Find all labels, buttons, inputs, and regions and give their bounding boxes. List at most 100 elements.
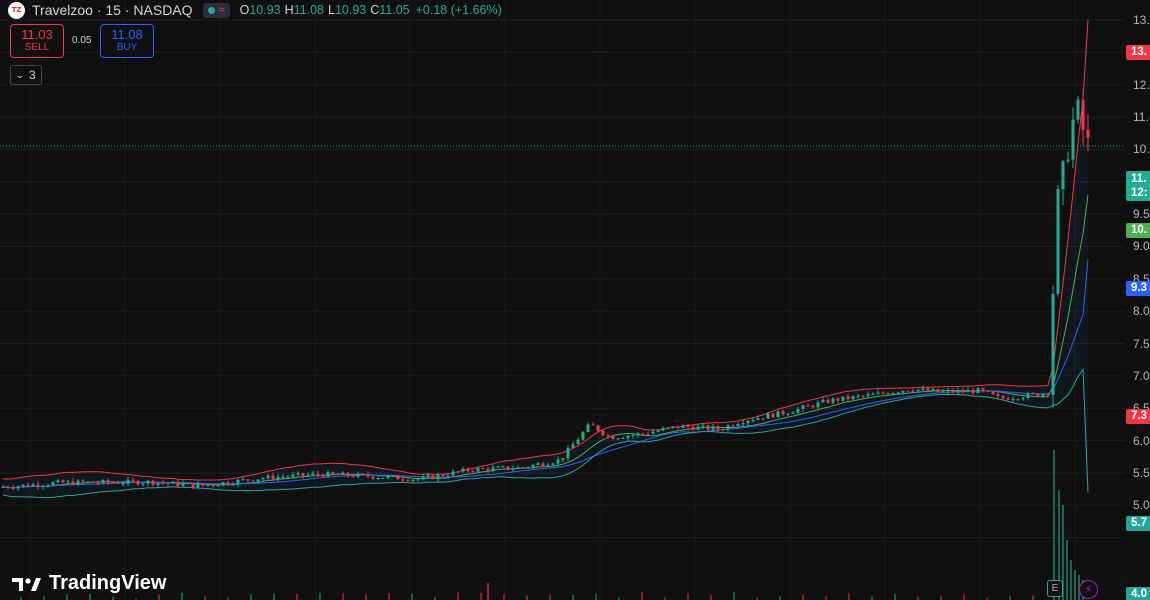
candle-body: [886, 393, 890, 395]
volume-bar: [457, 592, 459, 600]
volume-bar: [480, 593, 482, 600]
volume-bar: [572, 595, 574, 600]
candles: [1, 91, 1090, 491]
candle-body: [946, 390, 950, 392]
candle-body: [101, 479, 105, 483]
candle-body: [1071, 119, 1075, 160]
buy-button[interactable]: 11.08 BUY: [100, 24, 154, 58]
candle-body: [586, 424, 590, 433]
flash-event-icon[interactable]: ⚡: [1079, 580, 1098, 599]
candle-body: [81, 480, 85, 482]
candle-body: [861, 395, 865, 397]
low-value: 10.93: [334, 3, 367, 17]
volume-bar: [1058, 490, 1060, 600]
candle-body: [236, 479, 240, 485]
candle-body: [151, 480, 155, 485]
candle-body: [646, 433, 650, 435]
candle-body: [691, 426, 695, 430]
candle-body: [971, 390, 975, 394]
candle-body: [221, 482, 225, 486]
candle-body: [731, 425, 735, 427]
candle-body: [566, 447, 570, 459]
candle-body: [571, 444, 575, 448]
volume-bar: [664, 597, 666, 600]
tradingview-watermark[interactable]: TradingView: [12, 572, 166, 595]
candle-body: [726, 425, 730, 430]
candle-body: [576, 439, 580, 445]
indicators-count: 3: [28, 68, 36, 82]
upper-band-tag: 13.: [1126, 45, 1150, 60]
candle-body: [416, 479, 420, 481]
candle-body: [901, 390, 905, 393]
candle-body: [701, 425, 705, 427]
candle-body: [141, 483, 145, 485]
candle-body: [996, 394, 1000, 396]
candle-body: [106, 479, 110, 483]
volume-bar: [66, 594, 68, 600]
candle-body: [316, 473, 320, 475]
sell-button[interactable]: 11.03 SELL: [10, 24, 64, 58]
bottom-tag: 4.0: [1126, 587, 1150, 600]
volume-bar: [181, 592, 183, 600]
candle-body: [401, 479, 405, 481]
basis-line: [2, 194, 1089, 489]
volume-bar: [1066, 540, 1068, 600]
sell-label: SELL: [24, 42, 50, 53]
candle-body: [1006, 398, 1010, 400]
market-status-pill[interactable]: ≈: [202, 2, 230, 18]
candle-body: [26, 484, 30, 487]
high-value: 11.08: [293, 3, 324, 17]
candle-body: [696, 426, 700, 430]
price-axis-label: 7.0: [1133, 368, 1150, 383]
earnings-marker-icon[interactable]: E: [1047, 580, 1063, 597]
candle-body: [856, 395, 860, 397]
candle-body: [331, 472, 335, 474]
candle-body: [306, 474, 310, 476]
volume-bar: [112, 596, 114, 600]
candle-body: [741, 423, 745, 425]
candle-body: [61, 480, 65, 483]
candle-body: [156, 482, 160, 485]
volume-bar: [296, 593, 298, 600]
candle-body: [546, 464, 550, 466]
candle-body: [1076, 99, 1080, 120]
buy-price: 11.08: [111, 27, 143, 42]
candle-body: [381, 477, 385, 479]
candle-body: [721, 429, 725, 431]
candle-body: [191, 483, 195, 488]
candle-body: [836, 398, 840, 401]
open-value: 10.93: [249, 3, 281, 17]
price-axis-label: 7.5: [1133, 336, 1150, 351]
candle-body: [596, 425, 600, 431]
volume-bar: [1032, 595, 1034, 600]
indicators-collapse-button[interactable]: ⌄ 3: [10, 65, 42, 85]
candle-body: [201, 484, 205, 486]
candle-body: [1056, 189, 1060, 294]
volume-bar: [526, 595, 528, 600]
symbol-title[interactable]: Travelzoo · 15 · NASDAQ: [32, 2, 193, 18]
candle-body: [801, 405, 805, 409]
candle-body: [966, 390, 970, 392]
candle-body: [446, 475, 450, 477]
candle-body: [516, 467, 520, 469]
candle-body: [641, 433, 645, 435]
candle-body: [716, 426, 720, 430]
price-axis-label: 5.0: [1133, 498, 1150, 513]
candle-body: [431, 475, 435, 480]
candle-body: [126, 479, 130, 484]
volume-bar: [756, 597, 758, 600]
candle-body: [276, 476, 280, 480]
volume-bar: [871, 596, 873, 600]
candle-body: [556, 459, 560, 464]
candle-body: [451, 471, 455, 476]
basis-tag: 10.: [1126, 223, 1150, 238]
lower-band-line: [2, 368, 1089, 499]
prev-level-tag: 7.3: [1126, 409, 1150, 424]
candle-body: [541, 463, 545, 466]
watermark-text: TradingView: [49, 572, 167, 594]
volume-bar: [319, 592, 321, 600]
candle-body: [166, 483, 170, 485]
candle-body: [781, 411, 785, 415]
candle-body: [66, 481, 70, 483]
